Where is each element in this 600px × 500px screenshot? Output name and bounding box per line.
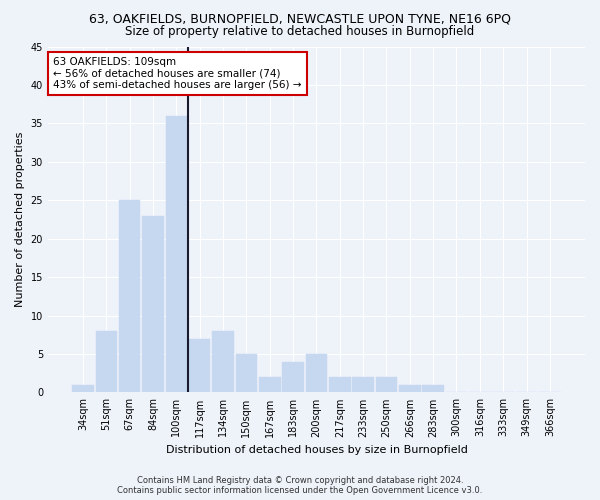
Bar xyxy=(189,338,211,392)
X-axis label: Distribution of detached houses by size in Burnopfield: Distribution of detached houses by size … xyxy=(166,445,467,455)
Bar xyxy=(142,216,164,392)
Text: Contains HM Land Registry data © Crown copyright and database right 2024.
Contai: Contains HM Land Registry data © Crown c… xyxy=(118,476,482,495)
Bar xyxy=(329,377,350,392)
Bar xyxy=(236,354,257,393)
Bar xyxy=(119,200,140,392)
Text: 63, OAKFIELDS, BURNOPFIELD, NEWCASTLE UPON TYNE, NE16 6PQ: 63, OAKFIELDS, BURNOPFIELD, NEWCASTLE UP… xyxy=(89,12,511,26)
Y-axis label: Number of detached properties: Number of detached properties xyxy=(15,132,25,307)
Bar xyxy=(399,384,421,392)
Text: 63 OAKFIELDS: 109sqm
← 56% of detached houses are smaller (74)
43% of semi-detac: 63 OAKFIELDS: 109sqm ← 56% of detached h… xyxy=(53,57,302,90)
Bar xyxy=(422,384,444,392)
Bar xyxy=(283,362,304,392)
Bar xyxy=(95,331,117,392)
Text: Size of property relative to detached houses in Burnopfield: Size of property relative to detached ho… xyxy=(125,25,475,38)
Bar xyxy=(376,377,397,392)
Bar xyxy=(259,377,281,392)
Bar xyxy=(352,377,374,392)
Bar xyxy=(73,384,94,392)
Bar xyxy=(306,354,327,393)
Bar xyxy=(166,116,187,392)
Bar xyxy=(212,331,234,392)
